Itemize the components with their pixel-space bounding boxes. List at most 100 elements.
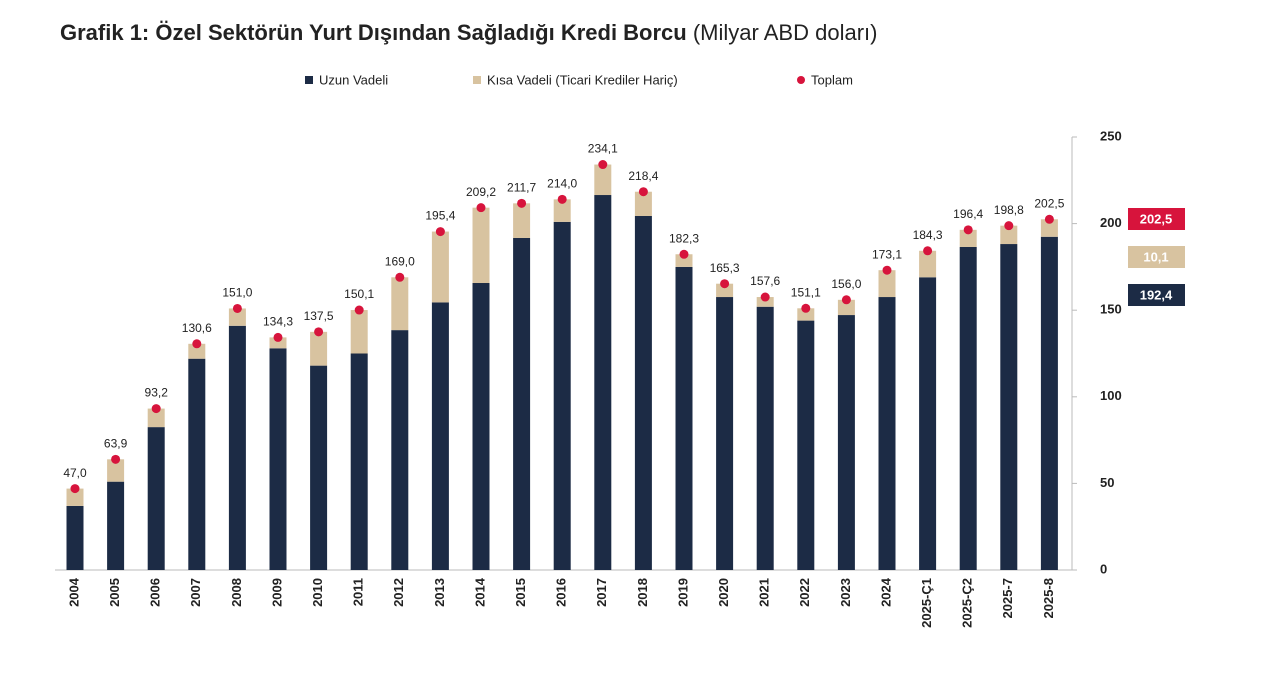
bar-segment [634, 215, 652, 571]
bar-segment [228, 325, 246, 570]
bar-segment [350, 353, 368, 570]
bar-segment [391, 330, 409, 570]
bar-segment [634, 191, 652, 216]
bar-segment [594, 164, 612, 196]
value-label: 47,0 [63, 466, 87, 480]
bar-segment [553, 199, 571, 222]
bar-segment [959, 246, 977, 570]
total-dot [70, 484, 80, 494]
bar-segment [472, 283, 490, 570]
total-dot [801, 303, 811, 313]
x-tick-label: 2014 [472, 577, 487, 607]
value-label: 134,3 [263, 315, 293, 329]
bar-segment [837, 299, 855, 316]
total-dot [598, 160, 608, 170]
chart-title: Grafik 1: Özel Sektörün Yurt Dışından Sa… [60, 20, 877, 45]
x-tick-label: 2024 [878, 577, 893, 607]
bar-segment [147, 427, 165, 570]
x-tick-label: 2007 [188, 578, 203, 607]
bar-segment [675, 266, 693, 570]
bar-segment [1040, 236, 1058, 571]
legend-label: Uzun Vadeli [319, 72, 388, 87]
value-label: 198,8 [994, 203, 1024, 217]
x-tick-label: 2025-7 [1000, 578, 1015, 618]
x-tick-label: 2025-Ç2 [960, 578, 975, 628]
x-tick-label: 2025-Ç1 [919, 578, 934, 628]
value-label: 173,1 [872, 247, 902, 261]
bar-segment [310, 331, 328, 366]
value-label: 196,4 [953, 207, 983, 221]
total-dot [923, 246, 933, 256]
total-dot [679, 249, 689, 259]
bar-segment [797, 320, 815, 570]
end-label: 202,5 [1140, 211, 1173, 226]
value-label: 182,3 [669, 231, 699, 245]
x-tick-label: 2019 [675, 578, 690, 607]
total-dot [232, 303, 242, 313]
value-label: 184,3 [913, 228, 943, 242]
total-dot [111, 454, 121, 464]
bar-segment [513, 237, 531, 571]
x-tick-label: 2011 [351, 578, 366, 606]
total-dot [354, 305, 364, 315]
value-label: 211,7 [507, 181, 536, 195]
bar-segment [716, 297, 734, 570]
bar-segment [675, 254, 693, 267]
subtitle: (Milyar ABD doları) [693, 20, 878, 45]
value-label: 218,4 [628, 169, 658, 183]
y-tick-label: 0 [1100, 561, 1107, 576]
total-dot [192, 339, 202, 349]
bar-segment [391, 277, 409, 331]
y-tick-label: 250 [1100, 128, 1122, 143]
bar-segment [1000, 244, 1018, 570]
bar-segment [472, 207, 490, 284]
bar-segment [1040, 219, 1058, 237]
total-dot [638, 187, 648, 197]
bar-segment [66, 488, 84, 506]
total-dot [841, 295, 851, 305]
legend-marker [305, 76, 313, 84]
x-tick-label: 2009 [269, 578, 284, 607]
value-label: 156,0 [831, 277, 861, 291]
x-tick-label: 2016 [554, 578, 569, 607]
bar-segment [350, 310, 368, 354]
x-tick-label: 2010 [310, 578, 325, 607]
legend-label: Kısa Vadeli (Ticari Krediler Hariç) [487, 72, 678, 87]
total-dot [882, 265, 892, 275]
value-label: 93,2 [145, 386, 169, 400]
bar-segment [553, 221, 571, 571]
x-tick-label: 2006 [148, 578, 163, 607]
bar-segment [107, 459, 125, 482]
value-label: 195,4 [425, 209, 455, 223]
value-label: 165,3 [710, 261, 740, 275]
bar-segment [188, 358, 206, 570]
value-label: 151,0 [222, 286, 252, 300]
x-tick-label: 2013 [432, 578, 447, 607]
value-label: 63,9 [104, 436, 128, 450]
x-tick-label: 2025-8 [1041, 578, 1056, 618]
x-tick-label: 2017 [594, 578, 609, 607]
x-tick-label: 2018 [635, 578, 650, 607]
total-dot [151, 404, 161, 414]
total-dot [1044, 214, 1054, 224]
total-dot [557, 194, 567, 204]
bar-segment [188, 343, 206, 359]
x-tick-label: 2012 [391, 578, 406, 607]
bar-segment [797, 308, 815, 321]
value-label: 209,2 [466, 185, 496, 199]
x-tick-label: 2005 [107, 578, 122, 607]
x-tick-label: 2008 [229, 578, 244, 607]
bar-segment [107, 481, 125, 570]
bar-segment [228, 308, 246, 326]
bar-segment [959, 229, 977, 247]
x-tick-label: 2020 [716, 578, 731, 607]
total-dot [476, 203, 486, 213]
legend-label: Toplam [811, 72, 853, 87]
total-dot [1004, 221, 1014, 231]
end-label: 192,4 [1140, 287, 1173, 302]
bar-segment [756, 306, 774, 570]
total-dot [314, 327, 324, 337]
bar-segment [431, 231, 449, 303]
x-tick-label: 2022 [797, 578, 812, 607]
